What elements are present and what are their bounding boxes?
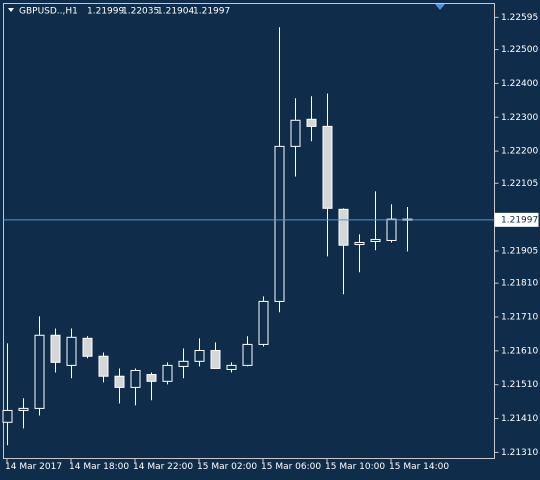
candle-body bbox=[18, 407, 29, 411]
x-tick-label: 14 Mar 18:00 bbox=[69, 462, 129, 472]
y-tick-label: 1.22300 bbox=[501, 113, 538, 123]
candle-body bbox=[210, 350, 221, 369]
candle-body bbox=[98, 355, 109, 377]
ohlc-low: 1.21904 bbox=[157, 7, 194, 17]
candle-body bbox=[194, 350, 205, 362]
candle-body bbox=[82, 337, 93, 357]
chart-title: GBPUSD..,H1 bbox=[19, 7, 78, 17]
candle-body bbox=[130, 369, 141, 388]
y-tick-label: 1.21610 bbox=[501, 346, 538, 356]
plot-frame bbox=[3, 3, 495, 459]
y-tick-label: 1.21310 bbox=[501, 448, 538, 458]
candle-body bbox=[338, 208, 349, 246]
menu-arrow[interactable] bbox=[8, 8, 14, 12]
shift-marker[interactable] bbox=[435, 4, 445, 10]
x-tick-label: 15 Mar 14:00 bbox=[389, 462, 449, 472]
y-tick-label: 1.22595 bbox=[501, 13, 538, 23]
x-tick-label: 15 Mar 02:00 bbox=[197, 462, 257, 472]
candle-body bbox=[258, 300, 269, 345]
y-tick-label: 1.22400 bbox=[501, 79, 538, 89]
candle-body bbox=[2, 409, 13, 423]
ohlc-open: 1.21999 bbox=[87, 7, 124, 17]
y-tick-label: 1.22105 bbox=[501, 179, 538, 189]
y-tick-label: 1.21905 bbox=[501, 246, 538, 256]
y-tick-label: 1.22500 bbox=[501, 45, 538, 55]
x-tick-label: 14 Mar 22:00 bbox=[133, 462, 193, 472]
candle-body bbox=[354, 242, 365, 246]
x-tick-label: 15 Mar 10:00 bbox=[325, 462, 385, 472]
candle-body bbox=[322, 125, 333, 209]
x-tick-label: 15 Mar 06:00 bbox=[261, 462, 321, 472]
ohlc-high: 1.22035 bbox=[122, 7, 159, 17]
candle-body bbox=[162, 364, 173, 382]
candle-body bbox=[290, 119, 301, 147]
candle-body bbox=[242, 343, 253, 366]
candle-body bbox=[274, 145, 285, 302]
y-tick-label: 1.21410 bbox=[501, 414, 538, 424]
candle-body bbox=[34, 334, 45, 409]
bid-label: 1.21997 bbox=[501, 215, 538, 225]
y-tick-label: 1.21510 bbox=[501, 380, 538, 390]
candle-body bbox=[50, 334, 61, 363]
candle-body bbox=[386, 218, 397, 241]
y-tick-label: 1.22200 bbox=[501, 147, 538, 157]
candle-body bbox=[66, 336, 77, 366]
candle-body bbox=[370, 238, 381, 242]
candle-body bbox=[306, 118, 317, 127]
candle-body bbox=[146, 374, 157, 382]
ohlc-close: 1.21997 bbox=[193, 7, 230, 17]
candle-body bbox=[178, 360, 189, 367]
x-tick-label: 14 Mar 2017 bbox=[5, 462, 62, 472]
candle-body bbox=[114, 375, 125, 388]
y-tick-label: 1.21810 bbox=[501, 279, 538, 289]
candle-body bbox=[226, 364, 237, 370]
bid-label-box bbox=[494, 212, 539, 227]
y-tick-label: 1.21710 bbox=[501, 312, 538, 322]
